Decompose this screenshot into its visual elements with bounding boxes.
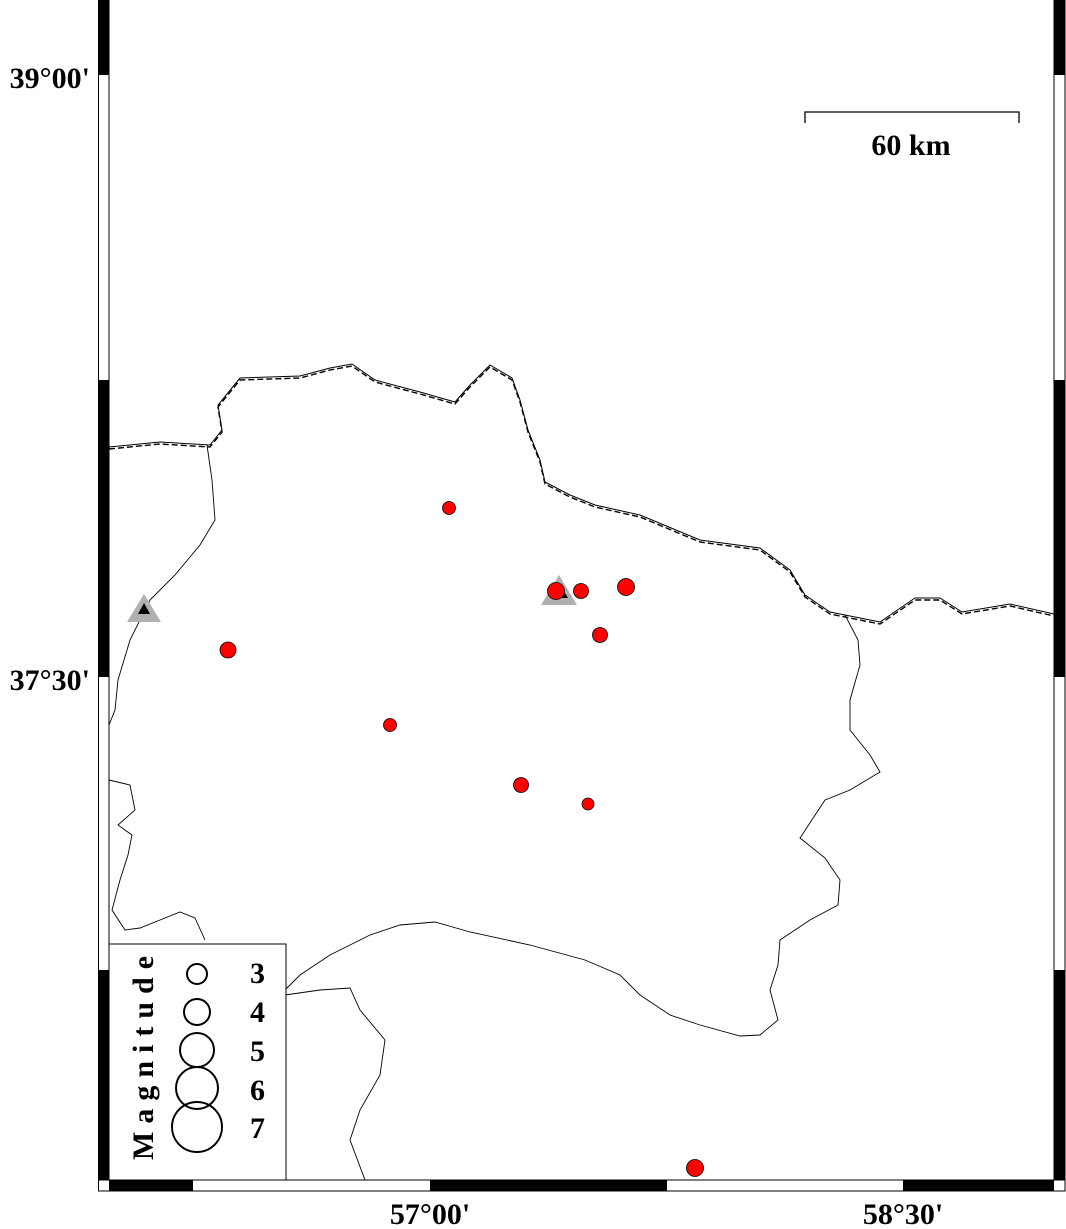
legend-label-6: 6 xyxy=(250,1074,265,1107)
lat-label-37-30: 37°30' xyxy=(10,664,90,697)
seismic-stations xyxy=(127,575,577,622)
scale-bar xyxy=(804,111,1020,123)
event-circle xyxy=(592,627,608,643)
event-circle xyxy=(573,583,589,599)
lon-label-57-00: 57°00' xyxy=(390,1198,470,1229)
legend-circle-7 xyxy=(171,1101,223,1153)
legend-circle-4 xyxy=(183,998,211,1026)
lon-label-58-30: 58°30' xyxy=(863,1198,943,1229)
event-circle xyxy=(383,718,397,732)
legend-circle-3 xyxy=(186,963,208,985)
event-circle xyxy=(686,1159,704,1177)
event-circle xyxy=(547,582,565,600)
station-marker xyxy=(138,603,150,614)
legend-circle-6 xyxy=(175,1066,219,1110)
earthquake-events xyxy=(219,501,704,1177)
event-circle xyxy=(513,777,529,793)
map-frame xyxy=(98,0,1066,1192)
legend-label-5: 5 xyxy=(250,1035,265,1068)
event-circle xyxy=(442,501,456,515)
legend-label-4: 4 xyxy=(250,996,265,1029)
event-circle xyxy=(219,641,237,659)
international-border xyxy=(108,363,1055,625)
event-circle xyxy=(581,797,595,811)
legend-label-7: 7 xyxy=(250,1112,265,1145)
province-boundaries xyxy=(108,444,881,1181)
lat-label-39-00: 39°00' xyxy=(10,62,90,95)
magnitude-legend: Magnitude 3 4 5 6 7 xyxy=(108,943,287,1181)
legend-label-3: 3 xyxy=(250,957,265,990)
event-circle xyxy=(617,578,635,596)
scale-bar-label: 60 km xyxy=(871,129,950,162)
legend-title: Magnitude xyxy=(127,948,160,1160)
